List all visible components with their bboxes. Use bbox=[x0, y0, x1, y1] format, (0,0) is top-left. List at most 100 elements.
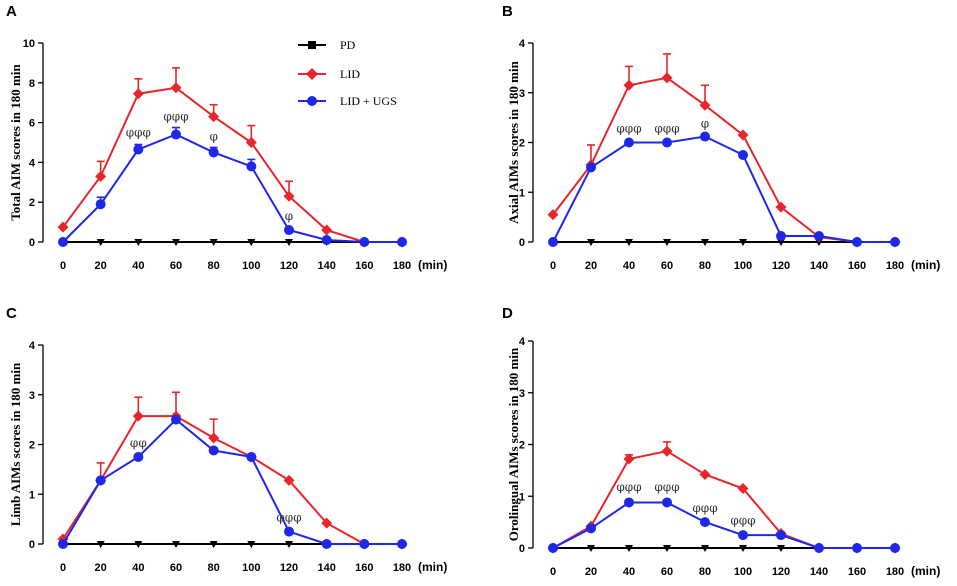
x-tick-label: 40 bbox=[623, 260, 635, 272]
data-point-pd bbox=[209, 541, 218, 548]
data-point-lid-ugs bbox=[700, 517, 710, 528]
x-tick-label: 100 bbox=[242, 562, 260, 574]
series-lid-ugs bbox=[548, 497, 900, 553]
series-lid bbox=[57, 391, 408, 550]
x-tick-label: 160 bbox=[848, 260, 866, 272]
data-point-lid bbox=[623, 79, 635, 91]
series-line bbox=[552, 135, 895, 243]
data-point-lid bbox=[321, 517, 333, 529]
data-point-pd bbox=[247, 239, 256, 246]
data-point-lid bbox=[737, 482, 749, 494]
x-tick-label: 120 bbox=[280, 562, 298, 574]
data-point-lid-ugs bbox=[586, 162, 596, 173]
x-unit-label: (min) bbox=[911, 564, 940, 578]
x-tick-label: 180 bbox=[886, 260, 904, 272]
x-tick-label: 0 bbox=[60, 562, 66, 574]
data-point-lid-ugs bbox=[246, 161, 257, 172]
data-point-lid-ugs bbox=[133, 144, 144, 155]
x-tick-label: 80 bbox=[208, 260, 220, 272]
y-tick-label: 10 bbox=[23, 38, 35, 50]
data-point-lid bbox=[283, 190, 295, 202]
x-tick-label: 180 bbox=[393, 260, 411, 272]
data-point-pd bbox=[739, 239, 747, 246]
data-point-pd bbox=[777, 239, 785, 246]
x-tick-label: 20 bbox=[585, 260, 597, 272]
data-point-lid bbox=[170, 82, 182, 94]
data-point-lid bbox=[699, 99, 711, 111]
series-line bbox=[62, 418, 402, 545]
series-pd bbox=[59, 239, 406, 246]
data-point-lid bbox=[661, 72, 673, 84]
y-axis-title: Total AIM scores in 180 min bbox=[8, 64, 23, 221]
data-point-lid bbox=[132, 410, 144, 422]
x-tick-label: 20 bbox=[95, 562, 107, 574]
data-point-lid-ugs bbox=[359, 539, 370, 549]
data-point-lid-ugs bbox=[58, 237, 68, 247]
data-point-lid-ugs bbox=[359, 237, 370, 247]
data-point-lid-ugs bbox=[171, 414, 181, 425]
data-point-lid-ugs bbox=[397, 237, 407, 247]
data-point-lid bbox=[283, 474, 295, 486]
y-tick-label: 0 bbox=[519, 237, 525, 249]
legend-marker-circle bbox=[307, 96, 317, 106]
data-point-pd bbox=[285, 239, 293, 246]
data-point-lid-ugs bbox=[586, 523, 596, 534]
series-line bbox=[62, 133, 402, 243]
data-point-lid-ugs bbox=[738, 530, 748, 541]
data-point-lid-ugs bbox=[246, 451, 257, 462]
data-point-pd bbox=[172, 239, 180, 246]
legend-label-pd: PD bbox=[340, 38, 356, 52]
x-tick-label: 180 bbox=[393, 562, 411, 574]
data-point-lid-ugs bbox=[548, 237, 558, 247]
significance-annotation: φφφ bbox=[163, 110, 188, 124]
data-point-lid bbox=[321, 224, 333, 236]
significance-annotation: φφ bbox=[130, 436, 147, 450]
x-tick-label: 80 bbox=[699, 260, 711, 272]
y-tick-label: 3 bbox=[29, 390, 35, 402]
y-axis-title: Axial AIMs scores in 180 min bbox=[506, 60, 521, 223]
legend-item-lid: LID bbox=[298, 67, 360, 81]
panel-letter: D bbox=[502, 305, 513, 322]
data-point-lid-ugs bbox=[700, 131, 710, 142]
series-lid bbox=[547, 53, 901, 248]
data-point-lid-ugs bbox=[321, 539, 332, 549]
data-point-lid bbox=[737, 129, 749, 141]
y-tick-label: 3 bbox=[519, 388, 525, 400]
data-point-pd bbox=[625, 545, 633, 552]
data-point-lid-ugs bbox=[284, 526, 294, 537]
legend-item-lid-ugs: LID + UGS bbox=[298, 94, 397, 108]
x-tick-label: 160 bbox=[355, 260, 373, 272]
data-point-pd bbox=[285, 541, 293, 548]
data-point-lid bbox=[661, 445, 673, 457]
y-axis-title: Limb AIMs scores in 180 min bbox=[8, 362, 23, 526]
series-line bbox=[552, 501, 895, 549]
data-point-lid-ugs bbox=[662, 137, 672, 148]
data-point-lid-ugs bbox=[321, 235, 332, 246]
x-tick-label: 140 bbox=[810, 566, 828, 578]
y-tick-label: 4 bbox=[519, 38, 526, 50]
x-tick-label: 100 bbox=[242, 260, 260, 272]
data-point-lid-ugs bbox=[548, 543, 558, 553]
data-point-lid-ugs bbox=[171, 129, 181, 140]
data-point-lid-ugs bbox=[284, 225, 294, 236]
data-point-pd bbox=[625, 239, 633, 246]
x-tick-label: 80 bbox=[699, 566, 711, 578]
x-tick-label: 0 bbox=[550, 260, 556, 272]
significance-annotation: φφφ bbox=[730, 514, 755, 528]
series-lid-ugs bbox=[58, 414, 407, 549]
y-tick-label: 0 bbox=[519, 543, 525, 555]
y-tick-label: 4 bbox=[29, 157, 36, 169]
x-tick-label: 40 bbox=[623, 566, 635, 578]
data-point-lid-ugs bbox=[208, 445, 219, 456]
significance-annotation: φφφ bbox=[654, 122, 679, 136]
data-point-lid-ugs bbox=[624, 137, 634, 148]
data-point-pd bbox=[587, 239, 595, 246]
data-point-lid-ugs bbox=[890, 543, 900, 553]
data-point-lid-ugs bbox=[814, 231, 824, 242]
y-tick-label: 2 bbox=[29, 440, 35, 452]
data-point-lid bbox=[132, 88, 144, 100]
y-tick-label: 1 bbox=[519, 491, 525, 503]
